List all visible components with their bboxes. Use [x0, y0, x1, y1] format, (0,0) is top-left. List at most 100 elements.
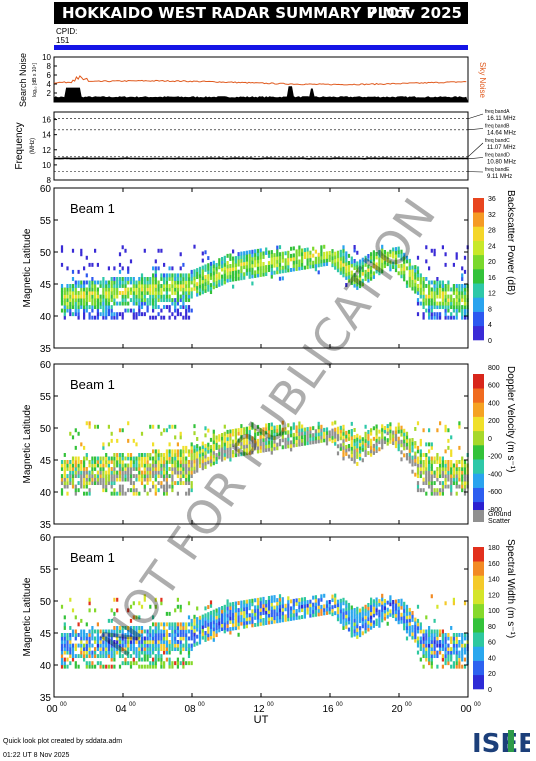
lat-ytick-label: 35: [40, 693, 52, 704]
lat-ytick-label: 45: [40, 280, 52, 291]
noise-ylabel-sub: log₁₀ [dB x 10⁴]: [32, 63, 38, 97]
colorbar-segment: [473, 646, 484, 661]
lat-ylabel: Magnetic Latitude: [22, 577, 33, 656]
colorbar-segment: [473, 212, 484, 227]
colorbar-tick-label: 600: [488, 383, 500, 390]
colorbar-tick-label: 32: [488, 212, 496, 219]
lat-ylabel: Magnetic Latitude: [22, 404, 33, 483]
freq-band-name: freq bandE: [485, 167, 510, 173]
footer-created: Quick look plot created by sddata.adm: [3, 738, 123, 745]
colorbar-tick-label: 400: [488, 400, 500, 407]
logo-text: ISEE: [472, 729, 530, 758]
ground-scatter-swatch: [473, 510, 484, 522]
sky-noise-line: [53, 75, 467, 86]
noise-ytick-label: 8: [47, 62, 52, 71]
heatmap-width: [60, 593, 469, 669]
lat-ytick-label: 40: [40, 488, 52, 499]
colorbar-tick-label: 140: [488, 577, 500, 584]
lat-ytick-label: 40: [40, 312, 52, 323]
colorbar-tick-label: 8: [488, 306, 492, 313]
freq-ylabel-sub: (MHz): [30, 138, 36, 154]
colorbar-tick-label: 60: [488, 640, 496, 647]
ut-xtick-label: 20: [391, 704, 403, 715]
colorbar-tick-label: -400: [488, 471, 502, 478]
colorbar-segment: [473, 402, 484, 417]
search-noise-area: [54, 86, 468, 102]
colorbar-tick-label: 20: [488, 259, 496, 266]
freq-ytick-label: 8: [47, 176, 52, 185]
freq-panel-frame: [53, 111, 469, 181]
colorbar-segment: [473, 226, 484, 241]
freq-ylabel: Frequency: [14, 122, 25, 169]
lat-ytick-label: 60: [40, 533, 52, 544]
colorbar-tick-label: 800: [488, 365, 500, 372]
lat-ytick-label: 35: [40, 520, 52, 531]
colorbar-segment: [473, 487, 484, 503]
colorbar-segment: [473, 297, 484, 312]
sky-noise-legend: Sky Noise: [478, 62, 487, 99]
ut-xtick-sup: 00: [129, 702, 136, 708]
freq-band-leader: [467, 113, 484, 120]
colorbar-tick-label: -800: [488, 507, 502, 514]
noise-ytick-label: 4: [47, 80, 52, 89]
ut-xtick-label: 04: [115, 704, 127, 715]
colorbar-tick-label: 0: [488, 338, 492, 345]
colorbar-tick-label: 120: [488, 592, 500, 599]
freq-ytick-label: 14: [42, 131, 51, 140]
colorbar-tick-label: 180: [488, 545, 500, 552]
colorbar-tick-label: 36: [488, 196, 496, 203]
ut-xtick-label: 12: [253, 704, 265, 715]
colorbar-label: Backscatter Power (dB): [505, 190, 516, 295]
lat-ytick-label: 45: [40, 629, 52, 640]
lat-ytick-label: 60: [40, 184, 52, 195]
colorbar-segment: [473, 325, 484, 341]
colorbar-tick-label: 28: [488, 228, 496, 235]
colorbar-tick-label: 24: [488, 243, 496, 250]
lat-ytick-label: 55: [40, 392, 52, 403]
cpid-label: CPID:: [56, 27, 78, 36]
lat-ytick-label: 55: [40, 216, 52, 227]
colorbar-segment: [473, 660, 484, 676]
colorbar-segment: [473, 416, 484, 432]
ground-scatter-label: Ground: [488, 511, 511, 518]
colorbar-segment: [473, 311, 484, 327]
beam-label: Beam 1: [70, 550, 115, 565]
freq-band-value: 14.64 MHz: [487, 131, 516, 137]
colorbar-segment: [473, 240, 484, 256]
lat-ytick-label: 60: [40, 360, 52, 371]
colorbar-tick-label: 16: [488, 275, 496, 282]
colorbar-segment: [473, 254, 484, 270]
ut-xtick-sup: 00: [60, 702, 67, 708]
heatmap-velocity: [60, 420, 469, 496]
freq-band-name: freq bandC: [485, 138, 510, 144]
freq-band-name: freq bandA: [485, 109, 510, 115]
plot-title: HOKKAIDO WEST RADAR SUMMARY PLOT: [62, 4, 410, 22]
beam-label: Beam 1: [70, 377, 115, 392]
ut-xtick-sup: 00: [267, 702, 274, 708]
cpid-block: CPID: 151: [56, 27, 77, 45]
colorbar-label: Spectral Width (m s⁻¹): [505, 539, 516, 638]
colorbar-tick-label: 20: [488, 671, 496, 678]
colorbar-tick-label: -200: [488, 454, 502, 461]
colorbar-segment: [473, 198, 484, 213]
lat-ytick-label: 35: [40, 344, 52, 355]
colorbar-segment: [473, 388, 484, 403]
colorbar-tick-label: 100: [488, 608, 500, 615]
colorbar-segment: [473, 561, 484, 576]
footer-timestamp: 01:22 UT 8 Nov 2025: [3, 752, 70, 759]
noise-ytick-label: 2: [47, 89, 52, 98]
ut-xtick-sup: 00: [198, 702, 205, 708]
ut-xtick-label: 16: [322, 704, 334, 715]
colorbar-tick-label: 40: [488, 655, 496, 662]
noise-panel-frame: [53, 56, 469, 103]
lat-ytick-label: 40: [40, 661, 52, 672]
freq-band-value: 9.11 MHz: [487, 174, 512, 180]
freq-band-value: 10.80 MHz: [487, 160, 516, 166]
colorbar-segment: [473, 575, 484, 590]
colorbar-segment: [473, 547, 484, 562]
freq-ytick-label: 12: [42, 146, 51, 155]
colorbar-segment: [473, 459, 484, 474]
colorbar-segment: [473, 445, 484, 460]
colorbar-segment: [473, 430, 484, 446]
